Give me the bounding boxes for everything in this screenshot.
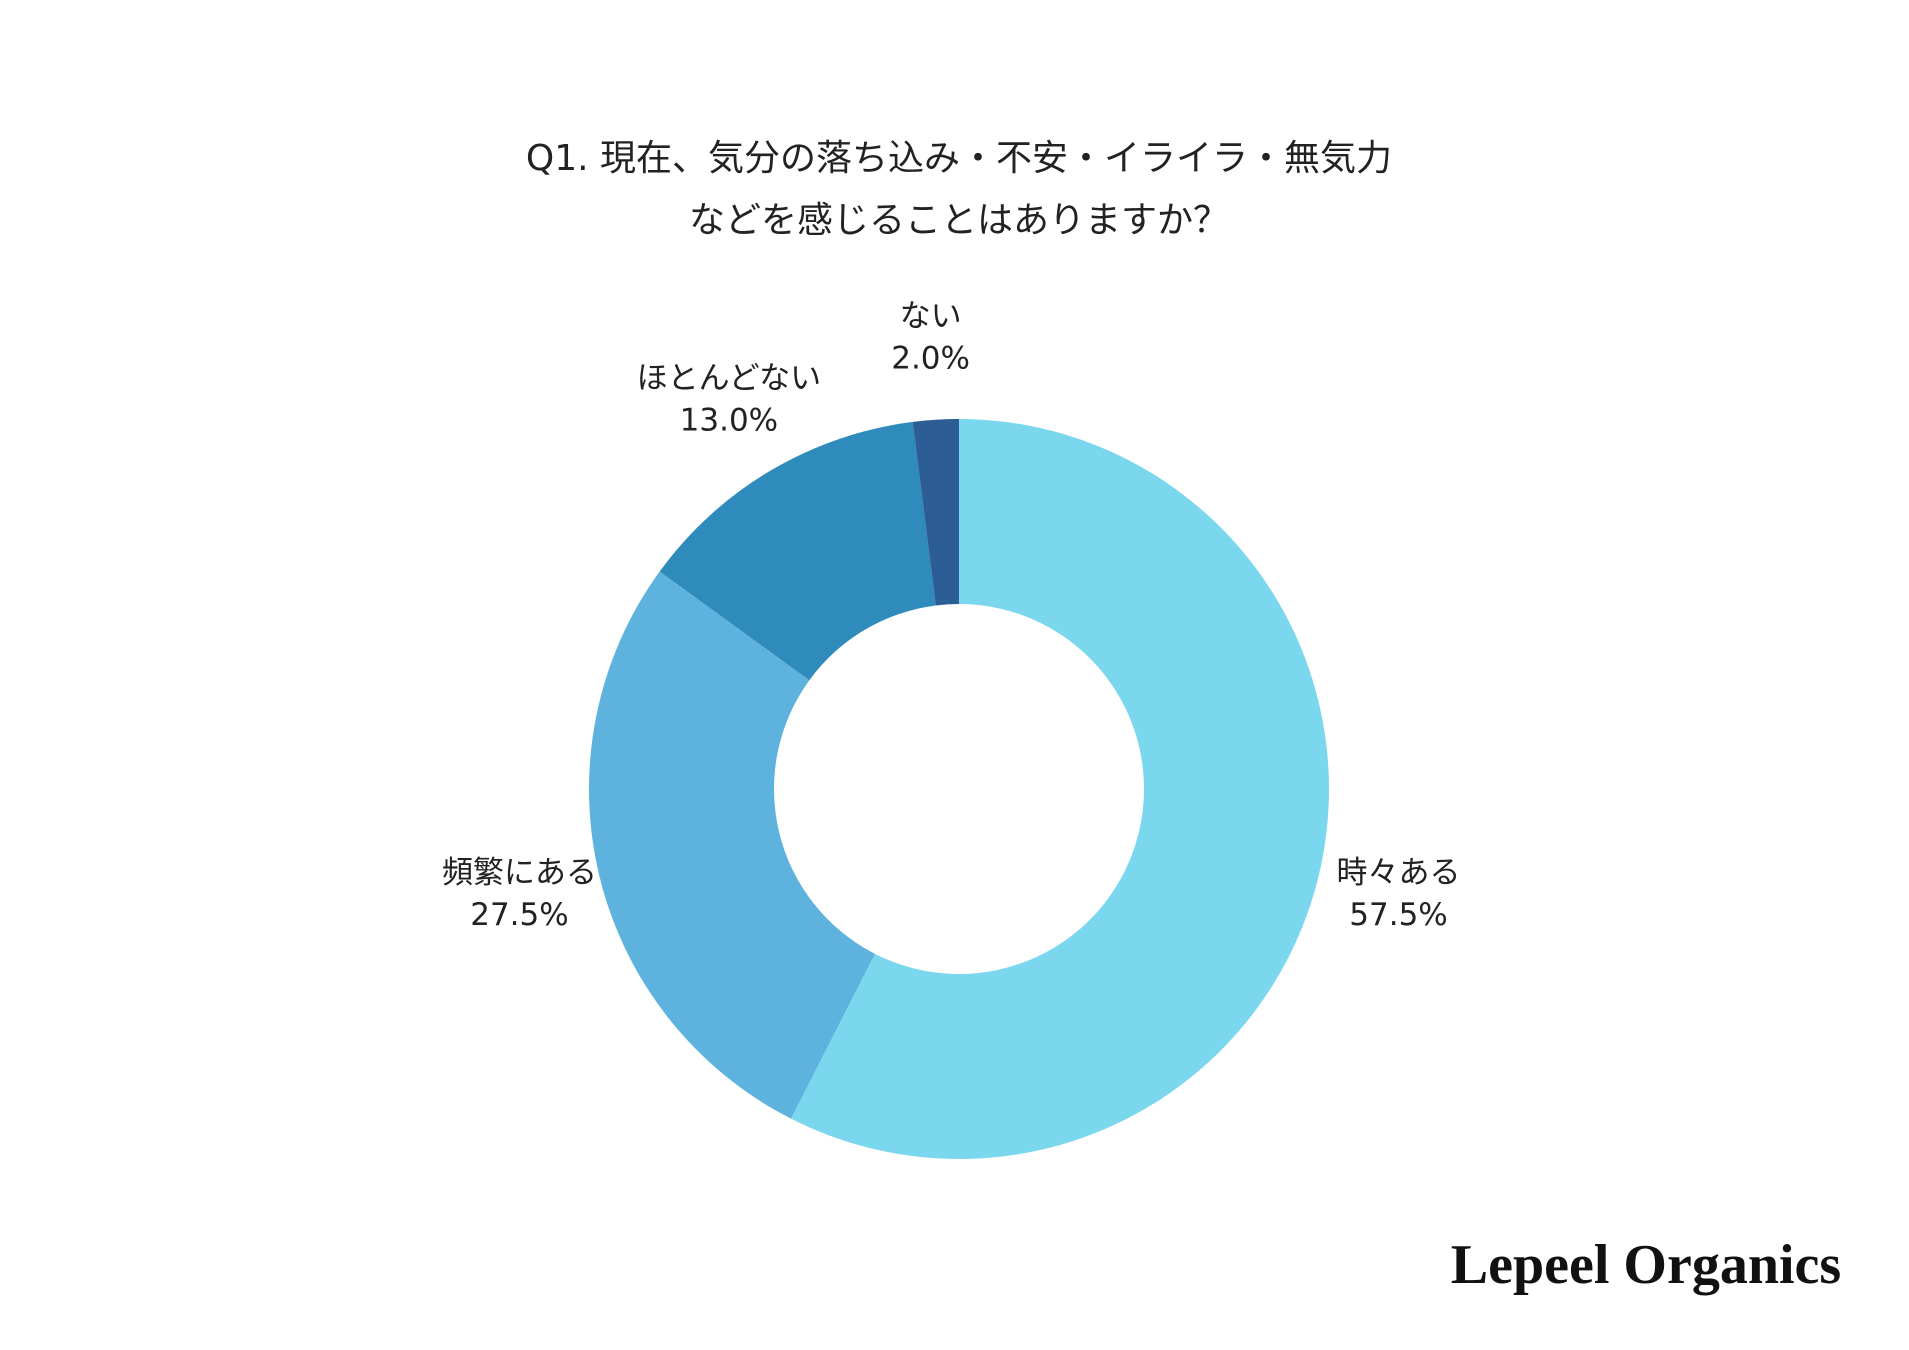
slice-value-label: 2.0% [891, 340, 970, 376]
donut-slice [912, 419, 959, 606]
slice-label: 時々ある [1337, 855, 1461, 891]
slice-value-label: 27.5% [470, 897, 568, 933]
slice-label: ない [900, 298, 962, 334]
slice-value-label: 57.5% [1349, 897, 1447, 933]
donut-slice [659, 421, 936, 681]
brand-logo: Lepeel Organics [1451, 1234, 1841, 1296]
donut-slice [791, 419, 1329, 1159]
slice-label: ほとんどない [637, 360, 821, 396]
chart-title: Q1. 現在、気分の落ち込み・不安・イライラ・無気力 [526, 138, 1392, 179]
donut-slice [589, 571, 876, 1119]
slice-value-label: 13.0% [680, 402, 778, 438]
chart-title: などを感じることはありますか？ [689, 200, 1229, 241]
slice-label: 頻繁にある [442, 855, 597, 891]
